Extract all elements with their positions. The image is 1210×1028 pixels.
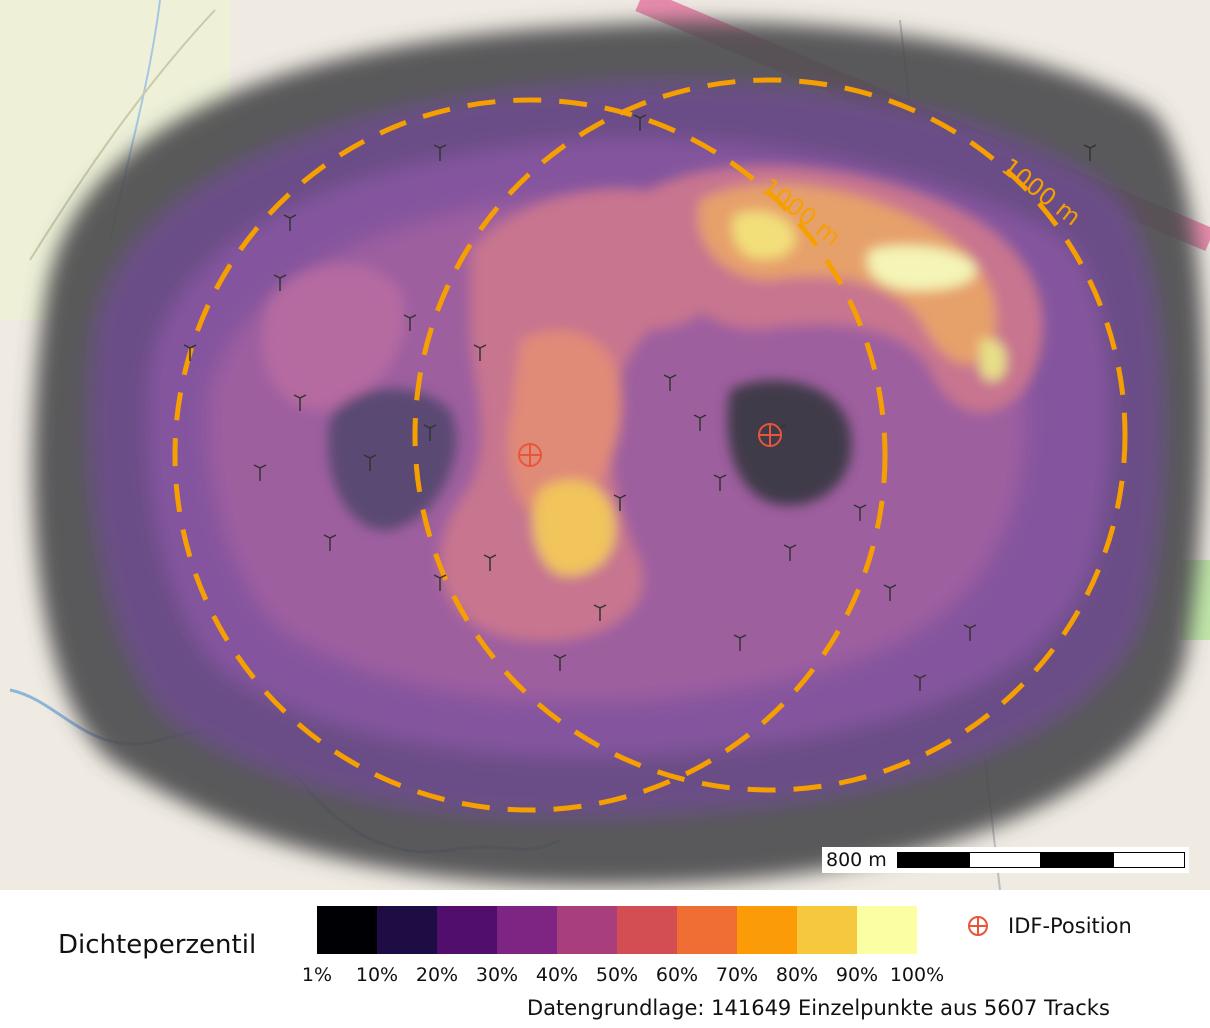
wind-turbine-icon xyxy=(693,414,707,431)
color-swatch xyxy=(617,906,677,954)
wind-turbine-icon xyxy=(783,544,797,561)
wind-turbine-icon xyxy=(483,554,497,571)
color-swatch xyxy=(677,906,737,954)
color-scale-tick: 40% xyxy=(535,964,579,986)
density-map: 1000 m 1000 m xyxy=(0,0,1210,890)
source-note: Datengrundlage: 141649 Einzelpunkte aus … xyxy=(527,996,1110,1020)
wind-turbine-icon xyxy=(473,344,487,361)
color-scale-tick: 80% xyxy=(775,964,819,986)
color-scale-tick: 1% xyxy=(301,964,333,986)
wind-turbine-icon xyxy=(293,394,307,411)
wind-turbine-icon xyxy=(283,214,297,231)
color-swatch xyxy=(437,906,497,954)
color-scale-tick: 50% xyxy=(595,964,639,986)
color-swatch xyxy=(377,906,437,954)
wind-turbine-icon xyxy=(183,344,197,361)
color-scale-tick: 100% xyxy=(889,964,945,986)
scale-segment xyxy=(896,852,969,868)
wind-turbine-icon xyxy=(423,424,437,441)
color-swatch xyxy=(797,906,857,954)
wind-turbine-icon xyxy=(403,314,417,331)
idf-marker xyxy=(518,443,542,467)
color-swatch xyxy=(857,906,917,954)
wind-turbine-icon xyxy=(913,674,927,691)
scale-label: 800 m xyxy=(826,849,887,871)
color-scale-tick: 20% xyxy=(415,964,459,986)
scale-bar: 800 m xyxy=(822,847,1189,873)
density-contours xyxy=(32,21,1205,886)
wind-turbine-icon xyxy=(273,274,287,291)
wind-turbine-icon xyxy=(363,454,377,471)
wind-turbine-icon xyxy=(553,654,567,671)
idf-legend: IDF-Position xyxy=(966,914,1132,938)
color-scale-tick: 30% xyxy=(475,964,519,986)
crosshair-icon xyxy=(968,916,988,936)
wind-turbine-icon xyxy=(433,144,447,161)
wind-turbine-icon xyxy=(593,604,607,621)
road xyxy=(29,9,216,261)
color-scale-ticks: 1% 10% 20% 30% 40% 50% 60% 70% 80% 90% 100% xyxy=(300,964,960,990)
color-swatch xyxy=(497,906,557,954)
wind-turbine-icon xyxy=(883,584,897,601)
color-scale-tick: 10% xyxy=(355,964,399,986)
wind-turbine-icon xyxy=(963,624,977,641)
wind-turbine-icon xyxy=(633,114,647,131)
color-scale-tick: 60% xyxy=(655,964,699,986)
wind-turbine-icon xyxy=(323,534,337,551)
wind-turbine-icon xyxy=(713,474,727,491)
wind-turbine-icon xyxy=(663,374,677,391)
radius-circle xyxy=(172,97,888,813)
wind-turbine-icon xyxy=(1083,144,1097,161)
idf-legend-label: IDF-Position xyxy=(1008,914,1132,938)
scale-segment xyxy=(1040,852,1113,868)
wind-turbine-icon xyxy=(433,574,447,591)
wind-turbine-icon xyxy=(853,504,867,521)
legend-title: Dichteperzentil xyxy=(58,930,257,960)
color-scale xyxy=(317,906,917,954)
idf-markers xyxy=(518,423,782,467)
color-swatch xyxy=(317,906,377,954)
color-scale-tick: 90% xyxy=(835,964,879,986)
color-swatch xyxy=(557,906,617,954)
color-scale-tick: 70% xyxy=(715,964,759,986)
wind-turbine-icon xyxy=(253,464,267,481)
wind-turbine-icon xyxy=(733,634,747,651)
color-swatch xyxy=(737,906,797,954)
scale-segment xyxy=(968,852,1041,868)
wind-turbine-icon xyxy=(613,494,627,511)
scale-segment xyxy=(1112,852,1185,868)
idf-marker xyxy=(758,423,782,447)
radius-circle xyxy=(412,77,1128,793)
